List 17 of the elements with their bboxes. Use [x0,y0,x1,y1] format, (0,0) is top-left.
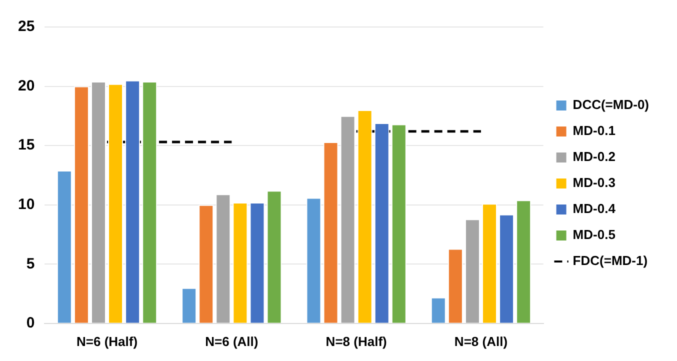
y-tick-label: 0 [26,314,35,332]
legend-label: DCC(=MD-0) [572,97,650,112]
legend-label: MD-0.5 [572,227,616,242]
y-tick-label: 10 [18,196,35,213]
y-tick-label: 25 [18,18,35,36]
x-tick-label: N=8 (All) [454,334,508,349]
legend-label: MD-0.4 [572,201,616,216]
legend-label: MD-0.2 [572,149,616,164]
legend-label: MD-0.1 [572,123,616,138]
legend-label: FDC(=MD-1) [572,253,648,268]
legend-label: MD-0.3 [572,175,616,190]
x-tick-label: N=8 (Half) [326,334,387,349]
x-tick-label: N=6 (All) [205,334,258,349]
y-tick-label: 5 [26,255,35,272]
y-tick-label: 15 [18,136,35,154]
x-tick-label: N=6 (Half) [76,334,138,349]
y-tick-label: 20 [18,77,35,94]
